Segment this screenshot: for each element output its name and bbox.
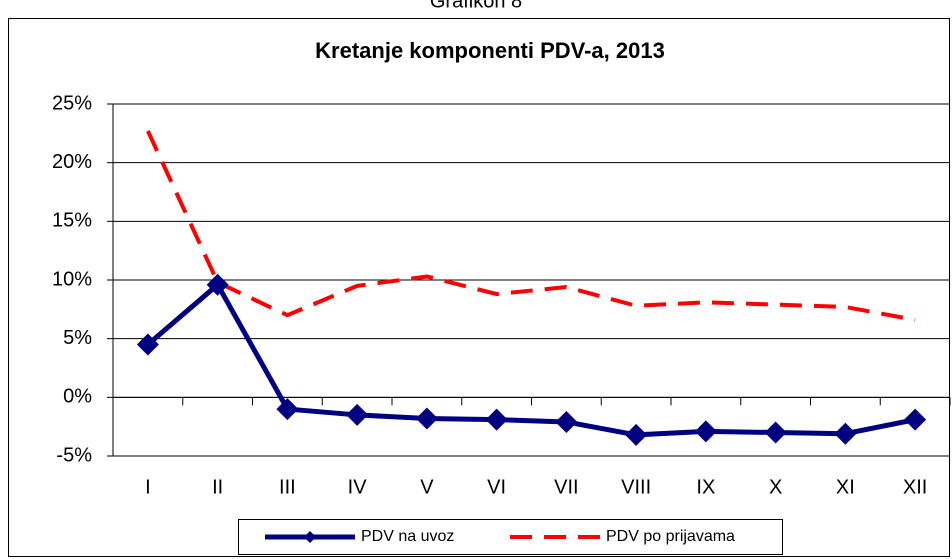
data-point (346, 403, 369, 426)
data-point (276, 398, 299, 421)
x-tick-label: V (420, 476, 434, 498)
data-point (625, 423, 648, 446)
y-tick-label: 5% (63, 327, 92, 349)
y-tick-label: 20% (52, 151, 92, 173)
series-line (146, 282, 916, 438)
x-tick-label: XII (903, 476, 927, 498)
legend-label: PDV po prijavama (606, 528, 735, 545)
data-point (136, 333, 159, 356)
caption: Grafikon 8 (430, 0, 522, 12)
chart-border (8, 18, 950, 557)
y-tick-label: -5% (56, 444, 92, 466)
data-point (764, 421, 787, 444)
data-point (206, 273, 229, 296)
data-point (555, 410, 578, 433)
x-tick-label: I (145, 476, 151, 498)
chart-title: Kretanje komponenti PDV-a, 2013 (315, 38, 665, 63)
x-tick-label: VIII (621, 476, 651, 498)
x-tick-label: XI (836, 476, 855, 498)
data-point (415, 407, 438, 430)
x-tick-label: IV (348, 476, 368, 498)
data-point (904, 408, 927, 431)
data-point (485, 408, 508, 431)
x-tick-label: VII (554, 476, 578, 498)
series-line (146, 130, 916, 322)
y-tick-label: 0% (63, 386, 92, 408)
x-tick-label: III (279, 476, 296, 498)
x-tick-label: IX (696, 476, 715, 498)
legend-label: PDV na uvoz (361, 528, 454, 545)
legend-marker (304, 531, 316, 543)
y-tick-label: 10% (52, 268, 92, 290)
data-point (694, 420, 717, 443)
y-tick-label: 15% (52, 210, 92, 232)
x-tick-label: VI (487, 476, 506, 498)
x-tick-label: II (212, 476, 223, 498)
x-tick-label: X (769, 476, 782, 498)
data-point (834, 422, 857, 445)
y-tick-label: 25% (52, 92, 92, 114)
